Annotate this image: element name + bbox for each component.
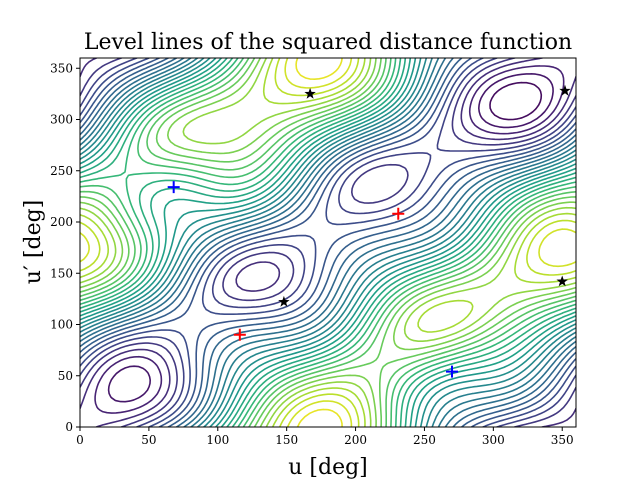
y-tick-label: 200	[50, 215, 73, 229]
contour-level	[80, 58, 576, 427]
contour-level	[80, 58, 576, 427]
contour-level	[80, 58, 576, 427]
contour-level	[80, 58, 576, 427]
contour-level	[80, 58, 576, 427]
saddle-marker	[278, 295, 290, 307]
contour-level	[295, 58, 343, 427]
contour-level	[80, 58, 576, 427]
x-axis: 0 50 100 150 200 250 300 350	[76, 427, 574, 447]
y-tick-label: 250	[50, 164, 73, 178]
contour-level	[80, 58, 576, 427]
plot-frame	[79, 57, 577, 428]
x-tick-label: 150	[275, 433, 298, 447]
y-tick-label: 150	[50, 266, 73, 280]
y-tick-label: 0	[65, 420, 73, 434]
y-tick-label: 50	[58, 369, 73, 383]
contour-level	[80, 58, 576, 427]
y-tick-label: 100	[50, 318, 73, 332]
x-tick-label: 300	[482, 433, 505, 447]
contour-level	[80, 58, 576, 427]
contour-level	[80, 58, 576, 427]
contour-level	[489, 81, 543, 121]
contour-level	[80, 58, 576, 427]
x-tick-label: 0	[76, 433, 84, 447]
contour-level	[94, 65, 565, 414]
chart-title: Level lines of the squared distance func…	[84, 30, 572, 55]
contour-level	[107, 73, 554, 403]
marker-layer	[167, 84, 571, 378]
contour-level	[80, 58, 576, 427]
contour-level	[80, 58, 576, 427]
x-tick-label: 100	[206, 433, 229, 447]
contour-level	[80, 58, 576, 427]
contour-level	[80, 58, 576, 427]
saddle-marker	[304, 87, 316, 99]
x-tick-label: 50	[141, 433, 156, 447]
x-tick-label: 350	[551, 433, 574, 447]
contour-lines	[80, 58, 576, 427]
y-tick-label: 300	[50, 113, 73, 127]
x-tick-label: 250	[413, 433, 436, 447]
contour-level	[80, 58, 576, 427]
minimum-marker	[446, 365, 458, 378]
contour-level	[80, 58, 576, 427]
y-tick-label: 350	[50, 61, 73, 75]
x-tick-label: 200	[344, 433, 367, 447]
contour-level	[80, 58, 576, 427]
x-axis-label: u [deg]	[288, 455, 368, 480]
contour-level	[80, 58, 576, 427]
contour-level	[80, 58, 576, 427]
saddle-marker	[559, 84, 571, 96]
contour-level	[80, 58, 576, 427]
maximum-marker	[233, 328, 246, 341]
contour-level	[80, 58, 576, 427]
contour-level	[80, 58, 576, 427]
contour-level	[80, 58, 576, 427]
saddle-marker	[556, 275, 568, 287]
y-axis: 0 50 100 150 200 250 300 350	[50, 61, 80, 434]
y-axis-label: u′ [deg]	[21, 200, 46, 285]
minimum-marker	[167, 181, 180, 194]
contour-level	[80, 58, 576, 427]
maximum-marker	[392, 207, 405, 220]
